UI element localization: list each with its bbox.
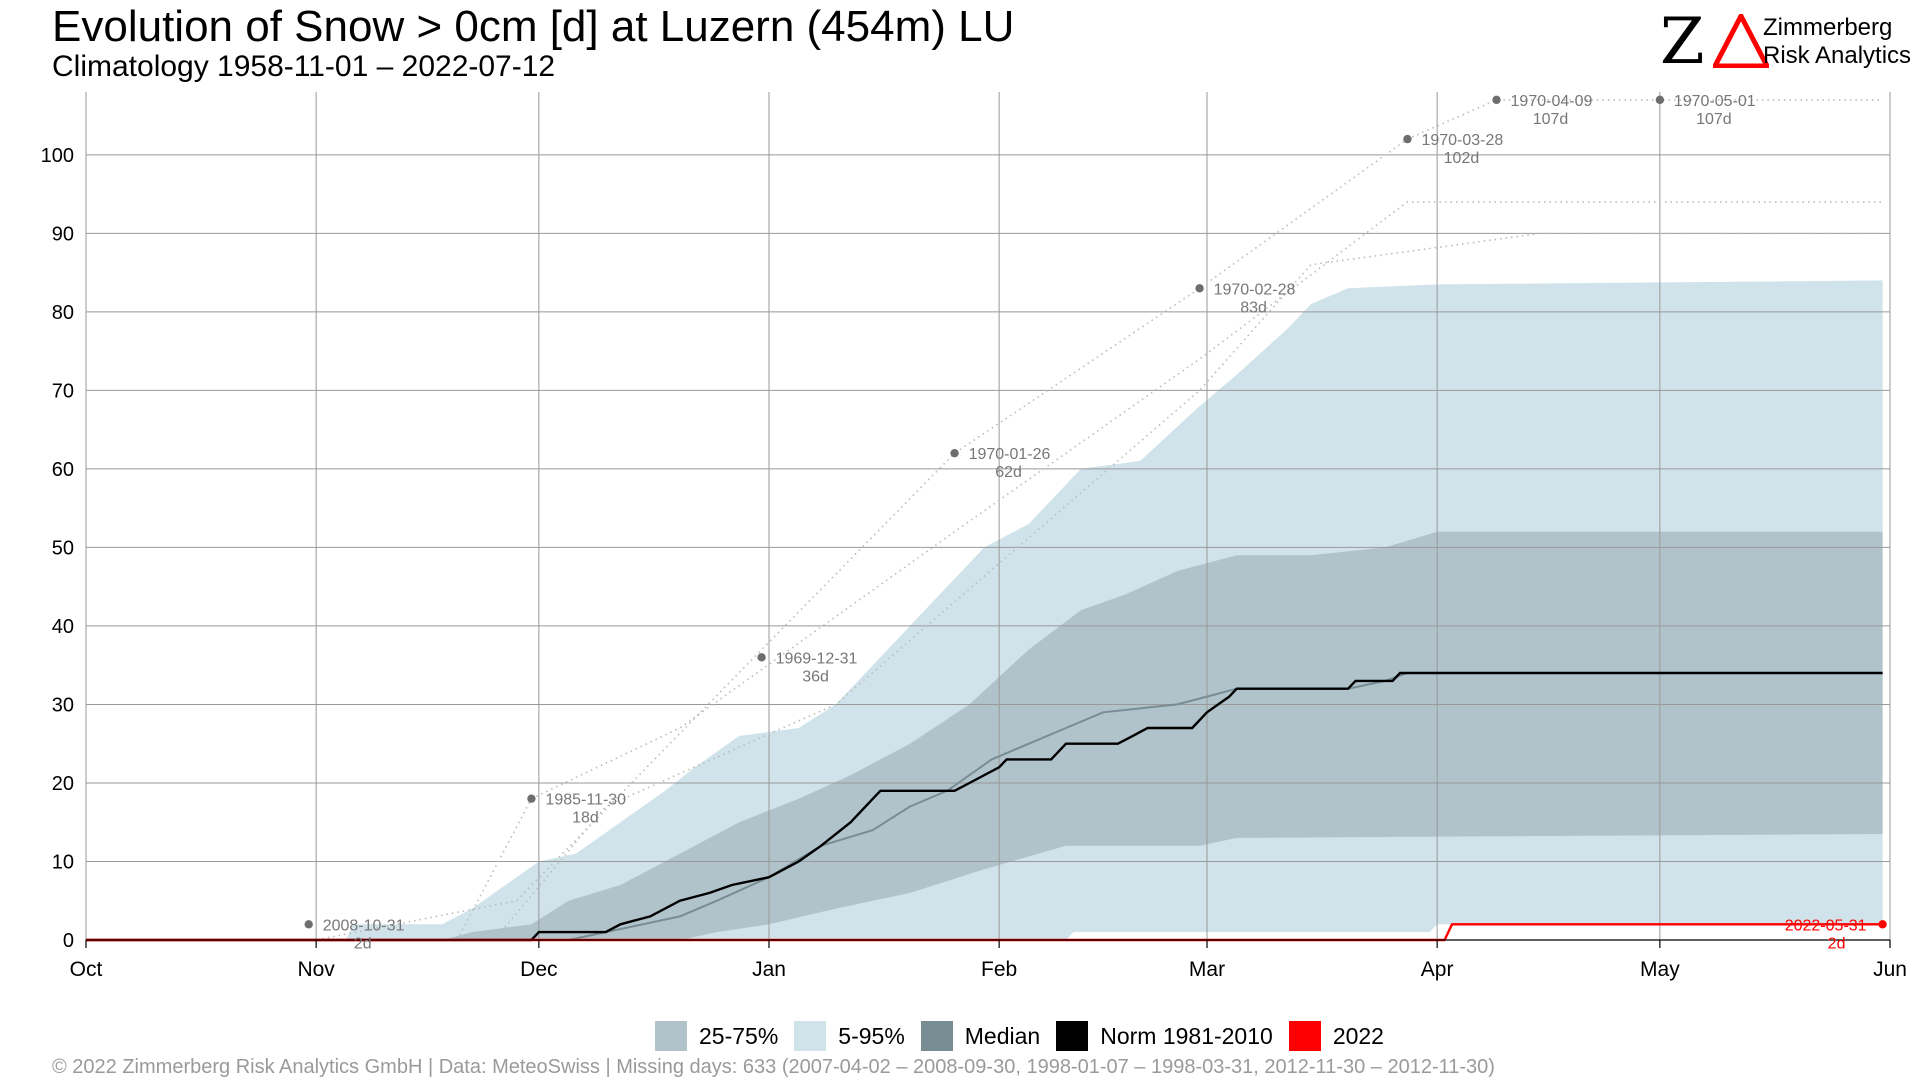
x-tick-label: Oct [70, 958, 103, 981]
record-date-label: 2008-10-31 [323, 917, 405, 934]
record-date-label: 1970-02-28 [1214, 281, 1296, 298]
record-days-label: 36d [802, 668, 829, 685]
axes-layer: 0 10 20 30 40 50 60 70 80 90 100 Oct Nov Dec Jan Feb Mar… [41, 145, 1907, 981]
y-tick-label: 20 [52, 773, 74, 795]
logo-text-line2: Risk Analytics [1763, 42, 1912, 69]
band-25-75 [86, 531, 1883, 940]
company-logo: Z Zimmerberg Risk Analytics [1660, 5, 1911, 79]
record-marker [757, 653, 766, 662]
record-days-label: 2d [1828, 935, 1846, 952]
record-date-label: 1970-04-09 [1511, 93, 1593, 110]
record-days-label: 62d [995, 464, 1022, 481]
record-date-label: 1970-05-01 [1674, 93, 1756, 110]
record-days-label: 107d [1696, 111, 1732, 128]
y-tick-label: 70 [52, 380, 74, 402]
record-marker [1195, 284, 1204, 293]
legend-label: 5-95% [838, 1022, 905, 1049]
y-tick-label: 60 [52, 459, 74, 481]
legend-swatch [794, 1021, 827, 1051]
legend-swatch [920, 1021, 953, 1051]
chart-title: Evolution of Snow > 0cm [d] at Luzern (4… [52, 2, 1015, 51]
x-tick-label: Nov [297, 958, 335, 981]
logo-text-line1: Zimmerberg [1763, 14, 1893, 41]
legend-item: 25-75% [655, 1021, 778, 1051]
legend-swatch [655, 1021, 687, 1051]
legend: 25-75% 5-95% Median Norm 1981-2010 2022 [655, 1020, 1400, 1052]
x-tick-label: Jan [752, 958, 786, 981]
record-days-label: 102d [1444, 150, 1480, 167]
record-marker [1492, 95, 1501, 105]
copyright-caption: © 2022 Zimmerberg Risk Analytics GmbH | … [52, 1056, 1495, 1078]
record-marker [950, 448, 959, 458]
record-date-label: 1970-03-28 [1421, 132, 1503, 149]
legend-label: 25-75% [699, 1022, 779, 1049]
record-trace [86, 99, 1883, 941]
legend-label: Norm 1981-2010 [1100, 1022, 1273, 1049]
record-date-label: 1969-12-31 [776, 650, 858, 667]
record-days-label: 107d [1533, 111, 1569, 128]
record-marker [527, 794, 536, 803]
record-marker [304, 920, 313, 929]
y-tick-label: 50 [52, 537, 74, 559]
record-date-label: 2022-05-31 [1785, 917, 1867, 934]
x-tick-label: Jun [1873, 958, 1907, 981]
x-tick-label: Mar [1189, 958, 1225, 981]
x-tick-label: May [1640, 958, 1680, 981]
record-marker [1878, 920, 1887, 929]
legend-label: 2022 [1332, 1022, 1384, 1049]
record-date-label: 1970-01-26 [969, 446, 1051, 463]
record-date-label: 1985-11-30 [545, 792, 626, 809]
legend-swatch [1288, 1021, 1321, 1051]
y-tick-label: 10 [52, 851, 74, 873]
record-marker [1655, 95, 1665, 105]
record-days-label: 2d [354, 935, 372, 952]
legend-label: Median [964, 1022, 1041, 1049]
delta-icon [1713, 14, 1769, 68]
legend-item: 5-95% [794, 1021, 905, 1051]
chart-plot: 0 10 20 30 40 50 60 70 80 90 100 Oct Nov Dec Jan Feb Mar… [41, 92, 1907, 981]
record-days-label: 18d [572, 810, 599, 827]
y-tick-label: 80 [52, 302, 74, 324]
legend-item: 2022 [1288, 1021, 1384, 1051]
x-tick-label: Apr [1421, 958, 1454, 981]
y-tick-label: 30 [52, 694, 74, 716]
annotations-layer: 2008-10-312d1985-11-3018d1969-12-3136d19… [304, 93, 1887, 952]
logo-mark: Z [1660, 5, 1705, 79]
y-tick-label: 100 [41, 145, 74, 167]
y-tick-label: 90 [52, 223, 74, 245]
series-line-norm-1981-2010 [86, 671, 1883, 942]
legend-swatch [1056, 1021, 1089, 1051]
y-tick-label: 40 [52, 616, 74, 638]
chart-subtitle: Climatology 1958-11-01 – 2022-07-12 [52, 50, 556, 83]
x-tick-label: Feb [981, 958, 1017, 981]
legend-item: Norm 1981-2010 [1056, 1021, 1273, 1051]
record-marker [1403, 134, 1412, 144]
y-tick-label: 0 [63, 930, 74, 952]
legend-item: Median [920, 1021, 1041, 1051]
bands-layer [86, 280, 1883, 940]
x-tick-label: Dec [520, 958, 557, 981]
record-days-label: 83d [1240, 299, 1267, 316]
